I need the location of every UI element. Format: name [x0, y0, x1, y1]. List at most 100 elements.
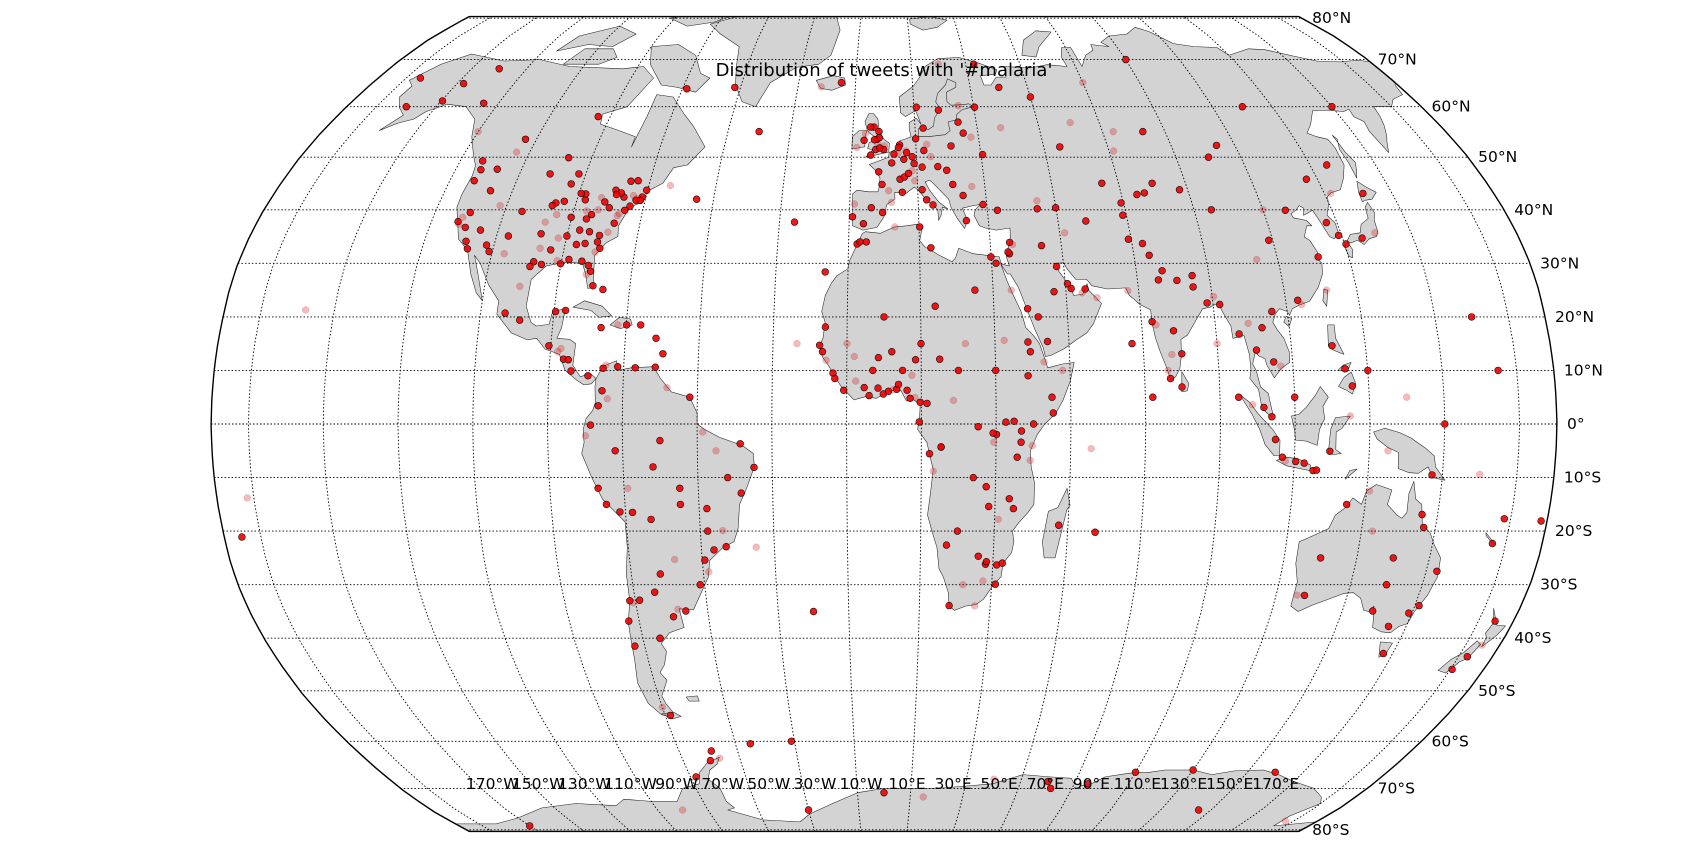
tweet-point — [1024, 372, 1032, 380]
meridian-line — [771, 16, 816, 832]
tweet-point — [459, 79, 468, 88]
tweet-point — [1061, 229, 1069, 237]
tweet-point — [1010, 417, 1018, 425]
tweet-point — [1004, 248, 1012, 256]
tweet-point — [962, 216, 971, 225]
tweet-point — [482, 241, 491, 249]
tweet-point — [755, 127, 763, 136]
tweet-point — [625, 617, 633, 625]
tweet-point — [553, 257, 561, 265]
tweet-point — [922, 196, 931, 204]
tweet-point — [1244, 319, 1252, 327]
land-hainan — [1283, 316, 1293, 327]
tweet-point — [865, 391, 873, 400]
tweet-point — [934, 60, 942, 68]
tweet-point — [1091, 528, 1099, 536]
tweet-point — [243, 494, 251, 502]
tweet-point — [910, 159, 918, 168]
tweet-point — [904, 169, 913, 178]
tweet-point — [692, 773, 700, 781]
tweet-point — [911, 356, 920, 364]
tweet-point — [631, 642, 639, 650]
tweet-point — [991, 580, 999, 588]
tweet-point — [1139, 127, 1147, 136]
tweet-point — [501, 309, 509, 317]
tweet-point — [699, 428, 707, 436]
tweet-point — [1281, 457, 1289, 465]
tweet-point — [575, 226, 584, 234]
tweet-point — [1389, 554, 1398, 562]
tweet-point — [1403, 393, 1411, 401]
latitude-tick-label: 30°S — [1540, 576, 1577, 594]
tweet-point — [898, 188, 906, 197]
tweet-point — [470, 177, 478, 185]
tweet-point — [599, 364, 607, 372]
tweet-point — [1169, 327, 1178, 335]
tweet-point — [1368, 607, 1377, 615]
tweet-point — [1268, 307, 1276, 316]
tweet-point — [931, 302, 939, 310]
tweet-point — [850, 200, 859, 208]
tweet-point — [831, 374, 839, 383]
land-timor — [1345, 468, 1358, 480]
tweet-point — [656, 570, 664, 578]
meridian-line — [472, 16, 631, 832]
land-victoria-island — [563, 48, 618, 65]
tweet-point — [1009, 240, 1017, 249]
tweet-point — [982, 483, 990, 491]
tweet-point — [1033, 197, 1041, 205]
tweet-point — [1207, 206, 1216, 214]
tweet-point — [1059, 366, 1067, 374]
tweet-point — [1467, 313, 1476, 321]
land-layer — [378, 16, 1506, 832]
meridian-line — [1044, 16, 1147, 832]
tweet-point — [954, 102, 962, 110]
tweet-point — [1348, 382, 1357, 390]
tweet-point — [1005, 238, 1014, 247]
tweet-point — [1419, 523, 1428, 532]
tweet-point — [627, 177, 635, 185]
tweet-point — [1260, 403, 1268, 412]
tweet-point — [548, 201, 556, 210]
tweet-point — [647, 515, 655, 524]
tweet-point — [1024, 338, 1032, 346]
tweet-point — [692, 195, 701, 203]
tweet-point — [929, 201, 937, 209]
tweet-point — [1124, 235, 1133, 243]
tweet-point — [1364, 366, 1372, 375]
tweet-point — [736, 440, 744, 448]
tweet-point — [572, 240, 581, 249]
tweet-point — [969, 473, 977, 482]
tweet-point — [1128, 339, 1136, 348]
tweet-point — [1281, 206, 1290, 215]
tweet-point — [1148, 318, 1156, 326]
tweet-point — [990, 775, 998, 783]
tweet-point — [1046, 784, 1055, 793]
tweet-point — [611, 447, 619, 455]
longitude-tick-label: 90°E — [1073, 775, 1110, 793]
tweet-point — [1034, 313, 1042, 321]
tweet-point — [894, 380, 903, 389]
tweet-point — [710, 546, 718, 554]
tweet-point — [564, 154, 573, 162]
tweet-point — [1265, 236, 1273, 245]
land-sakhalin — [1332, 134, 1358, 179]
tweet-point — [525, 822, 534, 830]
meridian-line — [998, 16, 1072, 832]
tweet-point — [750, 463, 758, 472]
tweet-point — [565, 255, 573, 264]
tweet-point — [1212, 141, 1221, 150]
tweet-point — [1213, 340, 1221, 348]
tweet-point — [586, 421, 595, 429]
tweet-point — [610, 219, 618, 227]
tweet-point — [1342, 240, 1350, 248]
tweet-point — [671, 555, 679, 564]
tweet-point — [1448, 665, 1456, 674]
tweet-point — [848, 213, 857, 221]
tweet-point — [479, 157, 487, 165]
tweet-point — [961, 340, 969, 348]
tweet-point — [663, 384, 671, 392]
tweet-point — [1124, 287, 1132, 295]
tweet-point — [723, 473, 732, 482]
